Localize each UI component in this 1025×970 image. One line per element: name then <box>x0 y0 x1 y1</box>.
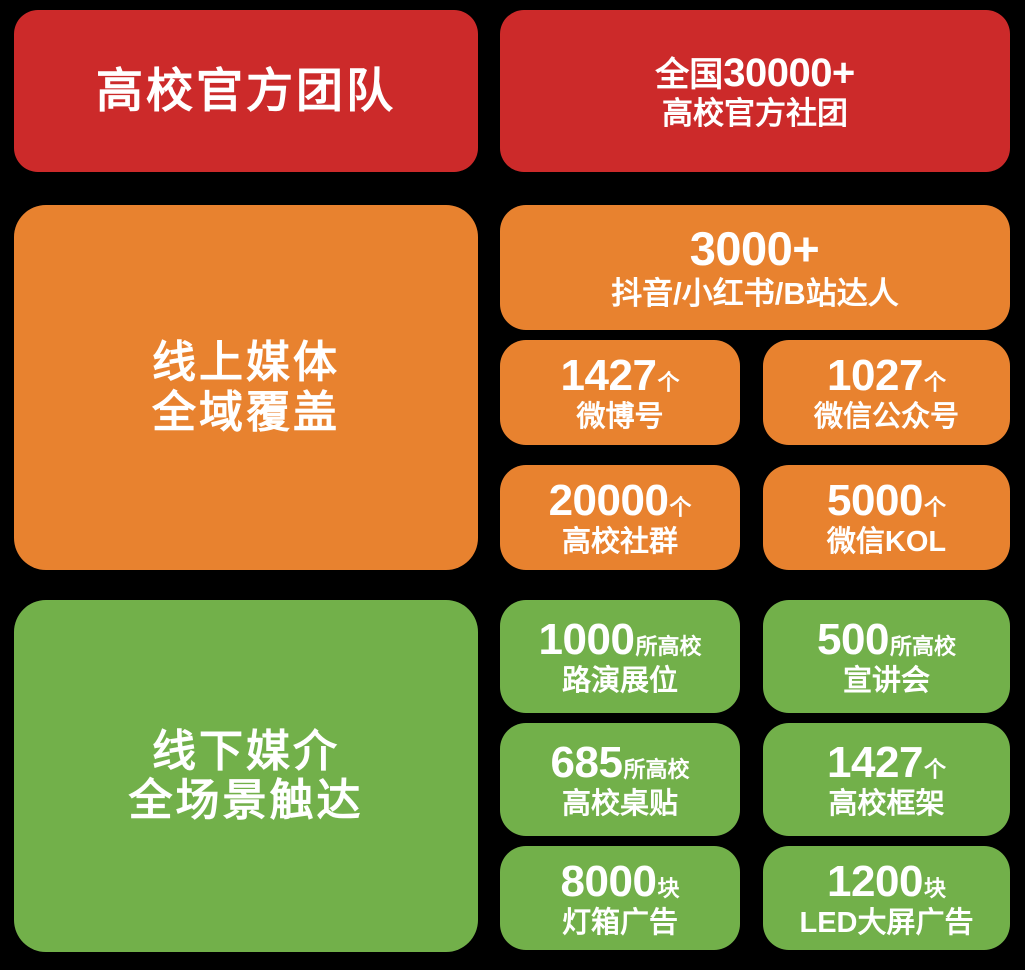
stat-sub-info-sessions: 宣讲会 <box>842 665 930 698</box>
stat-sub-led-screen-ads: LED大屏广告 <box>799 906 974 939</box>
panel-title-line-1: 线上媒体 <box>152 338 340 388</box>
stat-sub-wechat-official-accounts: 微信公众号 <box>813 401 959 434</box>
stat-number-wechat-official-accounts: 1027 <box>827 351 923 401</box>
stat-main-wechat-official-accounts: 1027 个 <box>827 351 946 400</box>
panel-title-line-2: 全场景触达 <box>128 776 364 825</box>
stat-card-wechat-official-accounts: 1027 个 微信公众号 <box>763 340 1010 445</box>
stat-main-roadshow-booths: 1000 所高校 <box>539 615 702 664</box>
stat-number-weibo-accounts: 1427 <box>560 351 657 401</box>
stat-card-desk-stickers: 685 所高校 高校桌贴 <box>500 723 740 836</box>
panel-title-line-1: 线下媒介 <box>152 726 340 776</box>
panel-title-online-media: 线上媒体 全域覆盖 <box>152 338 340 437</box>
stat-card-led-screen-ads: 1200 块 LED大屏广告 <box>763 846 1010 950</box>
panel-online-media: 线上媒体 全域覆盖 <box>14 205 478 570</box>
stat-card-campus-groups: 20000 个 高校社群 <box>500 465 740 570</box>
stat-sub-desk-stickers: 高校桌贴 <box>561 788 678 821</box>
stat-card-influencers: 3000+ 抖音/小红书/B站达人 <box>500 205 1010 330</box>
stat-number-campus-frames: 1427 <box>827 738 923 788</box>
stat-sub-influencers: 抖音/小红书/B站达人 <box>611 275 899 311</box>
stat-main-wechat-kol: 5000 个 <box>827 476 946 525</box>
stat-main-led-screen-ads: 1200 块 <box>827 857 946 906</box>
stat-number-wechat-kol: 5000 <box>827 476 923 526</box>
panel-title-line-1: 高校官方团队 <box>96 63 396 117</box>
stat-main-info-sessions: 500 所高校 <box>817 615 956 664</box>
stat-card-info-sessions: 500 所高校 宣讲会 <box>763 600 1010 713</box>
panel-title-offline-media: 线下媒介 全场景触达 <box>129 727 364 826</box>
stat-main-weibo-accounts: 1427 个 <box>561 351 680 400</box>
stat-unit-weibo-accounts: 个 <box>657 370 680 396</box>
stat-unit-desk-stickers: 所高校 <box>623 757 690 783</box>
stat-number-official-clubs: 30000+ <box>723 50 855 95</box>
stat-sub-roadshow-booths: 路演展位 <box>561 665 678 698</box>
stat-unit-info-sessions: 所高校 <box>889 634 956 660</box>
panel-title-line-2: 全域覆盖 <box>152 387 340 437</box>
stat-card-lightbox-ads: 8000 块 灯箱广告 <box>500 846 740 950</box>
stat-card-roadshow-booths: 1000 所高校 路演展位 <box>500 600 740 713</box>
stat-sub-campus-groups: 高校社群 <box>561 526 678 559</box>
stat-unit-lightbox-ads: 块 <box>657 875 680 901</box>
stat-sub-lightbox-ads: 灯箱广告 <box>561 906 678 939</box>
stat-main-official-clubs: 全国 30000+ <box>655 51 855 96</box>
stat-main-lightbox-ads: 8000 块 <box>561 857 680 906</box>
stat-number-roadshow-booths: 1000 <box>538 615 635 665</box>
stat-sub-wechat-kol: 微信KOL <box>826 526 947 559</box>
stat-card-weibo-accounts: 1427 个 微博号 <box>500 340 740 445</box>
stat-main-campus-frames: 1427 个 <box>827 738 946 787</box>
stat-number-lightbox-ads: 8000 <box>560 856 657 906</box>
stat-number-desk-stickers: 685 <box>550 738 623 788</box>
stat-unit-campus-frames: 个 <box>923 757 946 783</box>
stat-number-led-screen-ads: 1200 <box>827 856 923 906</box>
stat-unit-campus-groups: 个 <box>669 495 692 521</box>
stat-unit-roadshow-booths: 所高校 <box>635 634 702 660</box>
stat-number-info-sessions: 500 <box>817 615 889 665</box>
stat-sub-official-clubs: 高校官方社团 <box>662 95 848 131</box>
stat-unit-wechat-official-accounts: 个 <box>923 370 946 396</box>
stat-unit-led-screen-ads: 块 <box>923 875 946 901</box>
stat-card-wechat-kol: 5000 个 微信KOL <box>763 465 1010 570</box>
panel-official-team: 高校官方团队 <box>14 10 478 172</box>
stat-sub-weibo-accounts: 微博号 <box>576 401 664 434</box>
stat-card-campus-frames: 1427 个 高校框架 <box>763 723 1010 836</box>
panel-offline-media: 线下媒介 全场景触达 <box>14 600 478 952</box>
stat-unit-wechat-kol: 个 <box>923 495 946 521</box>
stat-main-influencers: 3000+ <box>690 223 821 276</box>
panel-title-official-team: 高校官方团队 <box>96 63 396 118</box>
stat-main-desk-stickers: 685 所高校 <box>551 738 690 787</box>
stat-number-campus-groups: 20000 <box>548 476 669 526</box>
stat-number-influencers: 3000+ <box>689 222 820 276</box>
stat-main-campus-groups: 20000 个 <box>549 476 692 525</box>
stat-sub-campus-frames: 高校框架 <box>828 788 945 821</box>
stat-lead-nationwide: 全国 <box>655 55 724 94</box>
stat-card-official-clubs: 全国 30000+ 高校官方社团 <box>500 10 1010 172</box>
